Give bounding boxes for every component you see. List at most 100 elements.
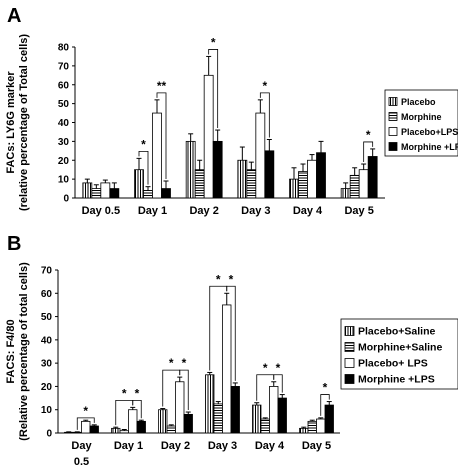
chart-b-category-label: Day 3 [208,440,237,452]
chart-b-y-tick-label: 40 [41,335,53,346]
chart-b-bar [222,304,232,434]
chart-a-y-axis-label: FACs: LY6G marker [5,71,17,174]
chart-a-bar [143,190,153,199]
chart-a-y-tick-label: 50 [58,99,70,110]
chart-b-significance-label: * [263,361,268,375]
chart-b-bar [183,413,193,434]
chart-a-significance-label: * [211,35,216,49]
chart-b-category-label: Day 4 [255,440,285,452]
chart-a-bar [289,178,299,199]
chart-b-significance-label: * [229,272,234,286]
chart-a-bar [100,182,111,199]
chart-a-bar [203,74,214,199]
chart-panel-a: 0 10 20 30 40 50 60 70 80 FACs: LY6G marker (relat… [5,34,458,217]
chart-a-bar [82,182,93,199]
chart-a-legend-swatch [388,112,398,121]
chart-panel-b: 0 10 20 30 40 50 60 70 FACS: F4/80 (Relative perc… [5,262,458,468]
chart-b-bar [166,425,176,434]
chart-b-y-tick-label: 70 [41,266,53,277]
chart-a-category-label: Day 4 [293,205,323,217]
chart-a-bar [246,169,257,199]
chart-b-legend-label: Placebo+ LPS [358,358,428,370]
chart-a-legend-swatch [388,97,398,106]
chart-b-bar [277,397,287,434]
chart-a-significance-label: ** [157,79,167,93]
chart-a-bar [298,171,308,199]
chart-b-significance-bracket [76,417,95,430]
chart-a-y-tick-label: 20 [58,156,70,167]
chart-a-y-tick-label: 70 [58,61,70,72]
chart-b-bar [324,404,334,434]
chart-b-bar [213,403,223,434]
chart-a-legend-swatch [388,127,398,136]
chart-b-significance-label: * [122,386,127,400]
chart-a-bar [152,112,162,199]
chart-b-legend-label: Morphine+Saline [358,342,442,354]
chart-a-significance-label: * [366,128,371,142]
chart-a-legend-label: Morphine +LPS [401,142,458,152]
chart-a-category-label: Day 0.5 [82,205,121,217]
chart-b-legend-swatch [344,342,355,352]
chart-a-y-tick-label: 30 [58,137,70,148]
chart-a-bar [255,112,266,199]
chart-b-legend-label: Morphine +LPS [358,374,435,386]
chart-b-bar [299,427,309,434]
chart-b-bar [158,409,168,434]
chart-a-category-label: Day 2 [189,205,218,217]
panel-a-letter: A [7,5,21,27]
chart-b-bar [81,420,91,434]
chart-a-bar [185,140,196,199]
chart-b-bar [64,431,74,434]
chart-b-significance-label: * [323,381,328,395]
chart-a-category-label: Day 3 [241,205,270,217]
chart-b-bar [136,420,146,434]
chart-a-bar [367,156,378,199]
chart-b-significance-label: * [182,356,187,370]
chart-a-legend-label: Morphine [401,112,442,122]
chart-a-significance-bracket [156,92,167,180]
chart-a-bar [194,169,205,199]
chart-b-legend-swatch [344,326,355,336]
chart-a-bar [340,188,351,199]
chart-b-y-axis-label: FACS: F4/80 [5,319,17,383]
chart-a-bar [161,188,171,199]
chart-b-significance-label: * [169,356,174,370]
chart-b-bar [128,409,138,434]
chart-a-y-tick-label: 60 [58,80,70,91]
chart-a-bar [307,159,317,199]
chart-b-category-label: Day 1 [114,440,143,452]
chart-a-significance-bracket [363,141,374,163]
chart-b-significance-bracket [320,394,330,416]
chart-b-bar [72,431,82,434]
chart-b-significance-bracket [132,399,142,419]
chart-b-y-tick-label: 10 [41,405,53,416]
chart-a-y-axis-label: (relative percentage of Total cells) [18,34,30,211]
chart-b-significance-bracket [226,285,236,381]
chart-a-category-label: Day 1 [138,205,167,217]
chart-b-bar [89,425,99,434]
chart-b-bar [269,386,279,434]
chart-b-bar [307,420,317,434]
chart-b-significance-label: * [276,361,281,375]
chart-b-bar [205,374,215,434]
chart-b-bar [119,430,129,434]
chart-a-y-tick-label: 80 [58,43,70,54]
chart-a-bar [109,188,120,199]
chart-b-legend [340,318,458,390]
chart-b-bar [316,418,326,434]
chart-b-bar [111,427,121,434]
chart-b-legend-label: Placebo+Saline [358,326,435,338]
chart-b-y-axis-label: (Relative percentage of total cells) [18,262,30,441]
chart-a-bar [237,159,248,199]
chart-a-y-tick-label: 0 [63,194,69,205]
chart-a-bar [91,188,102,199]
chart-a-bar [134,169,144,199]
chart-a-legend-swatch [388,142,398,151]
chart-a-significance-bracket [208,49,219,129]
chart-a-bar [316,152,326,199]
chart-a-category-label: Day 5 [344,205,373,217]
chart-b-significance-label: * [135,386,140,400]
chart-b-significance-label: * [83,404,88,418]
chart-b-significance-bracket [273,374,283,393]
